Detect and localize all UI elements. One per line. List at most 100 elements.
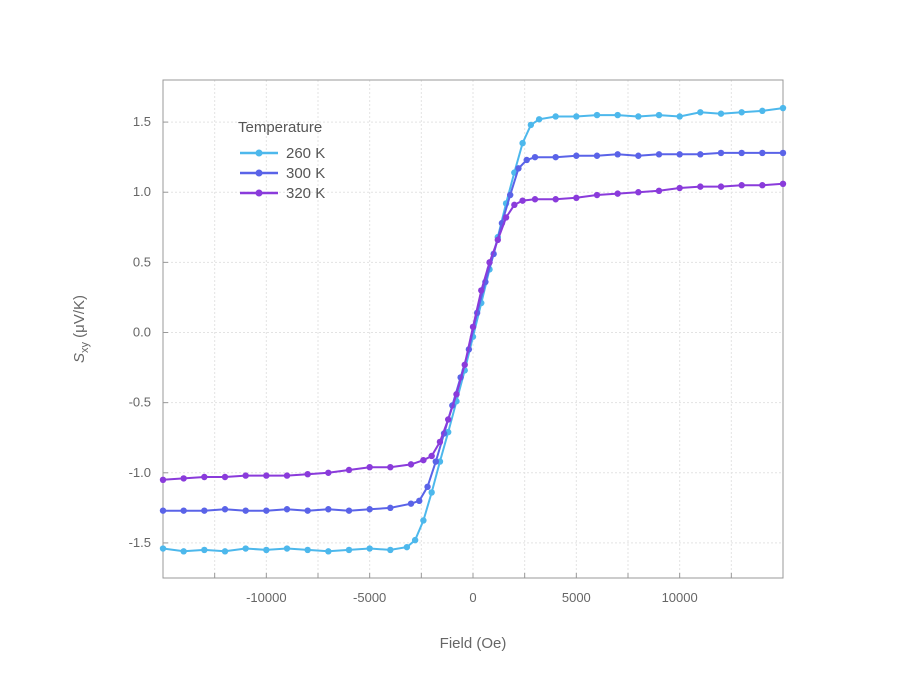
data-point xyxy=(738,109,745,116)
legend-swatch-marker xyxy=(255,189,263,197)
data-point xyxy=(469,323,477,331)
data-point xyxy=(697,151,704,158)
data-point xyxy=(159,545,167,552)
data-point xyxy=(523,156,530,164)
data-point xyxy=(436,438,444,446)
data-point xyxy=(779,149,787,157)
data-point xyxy=(366,463,373,471)
series-layer xyxy=(159,104,787,555)
data-point xyxy=(411,536,419,544)
data-point xyxy=(283,506,291,513)
y-tick-label: -1.5 xyxy=(129,535,151,550)
data-point xyxy=(738,149,745,157)
data-point xyxy=(263,546,270,554)
data-point xyxy=(738,182,745,189)
x-tick-label: 0 xyxy=(469,590,476,605)
data-point xyxy=(345,546,353,554)
data-point xyxy=(366,506,373,513)
data-point xyxy=(511,201,518,209)
data-point xyxy=(420,517,427,524)
data-point xyxy=(366,545,373,552)
data-point xyxy=(159,507,167,514)
y-tick-label: -0.5 xyxy=(129,395,151,410)
data-point xyxy=(387,546,394,554)
x-axis: -10000 -5000 0 5000 10000 xyxy=(214,573,732,605)
data-point xyxy=(655,151,663,158)
data-point xyxy=(403,543,411,551)
data-point xyxy=(717,183,725,190)
data-point xyxy=(263,507,270,514)
data-point xyxy=(428,452,435,460)
x-axis-label: Field (Oe) xyxy=(440,635,507,652)
data-point xyxy=(304,546,311,554)
data-point xyxy=(494,236,501,244)
legend-swatch-marker xyxy=(255,169,263,177)
legend-swatch-marker xyxy=(255,149,263,157)
data-point xyxy=(552,113,559,120)
y-tick-label: 1.0 xyxy=(133,184,151,199)
data-point xyxy=(221,506,229,513)
y-axis-label-unit: (μV/K) xyxy=(71,295,88,342)
x-tick-label: -5000 xyxy=(353,590,386,605)
data-point xyxy=(573,113,580,120)
data-point xyxy=(180,475,187,482)
data-point xyxy=(676,151,683,158)
data-point xyxy=(407,461,415,468)
data-point xyxy=(717,110,725,117)
legend-entry-label: 260 K xyxy=(286,145,325,162)
data-point xyxy=(325,506,332,513)
series-320k xyxy=(159,180,787,484)
data-point xyxy=(304,470,311,478)
x-tick-label: 5000 xyxy=(562,590,591,605)
data-point xyxy=(387,463,394,471)
y-tick-label: 1.5 xyxy=(133,114,151,129)
data-point xyxy=(573,194,580,202)
data-point xyxy=(486,259,493,266)
data-point xyxy=(424,483,431,491)
data-point xyxy=(635,113,642,120)
data-point xyxy=(593,111,601,119)
data-point xyxy=(573,152,580,159)
data-point xyxy=(325,548,332,555)
data-point xyxy=(432,458,439,465)
data-point xyxy=(221,548,229,555)
data-point xyxy=(635,152,642,159)
legend: Temperature 260 K 300 K 320 K xyxy=(238,119,325,202)
data-point xyxy=(201,546,208,554)
legend-title: Temperature xyxy=(238,119,322,136)
legend-entry-label: 300 K xyxy=(286,165,325,182)
data-point xyxy=(593,152,601,159)
data-point xyxy=(531,153,539,161)
y-axis: -1.5 -1.0 -0.5 0.0 0.5 1.0 1.5 xyxy=(129,114,168,550)
data-point xyxy=(242,507,249,514)
data-point xyxy=(507,191,514,199)
data-point xyxy=(283,472,291,479)
y-axis-label: Sxy (μV/K) xyxy=(71,295,91,363)
x-tick-label: -10000 xyxy=(246,590,286,605)
data-point xyxy=(697,183,704,190)
data-point xyxy=(759,182,766,189)
data-point xyxy=(428,489,435,496)
y-tick-label: 0.0 xyxy=(133,325,151,340)
data-point xyxy=(180,507,187,514)
data-point xyxy=(655,111,663,119)
data-point xyxy=(345,507,353,514)
data-point xyxy=(552,196,559,203)
y-axis-label-main: S xyxy=(71,353,88,363)
data-point xyxy=(552,153,559,161)
data-point xyxy=(519,197,526,204)
data-point xyxy=(461,361,468,368)
y-tick-label: 0.5 xyxy=(133,254,151,269)
data-point xyxy=(242,472,249,479)
data-point xyxy=(387,504,394,512)
data-point xyxy=(416,497,423,505)
data-point xyxy=(242,545,249,552)
data-point xyxy=(515,165,522,172)
data-point xyxy=(201,507,208,514)
data-point xyxy=(325,469,332,476)
data-point xyxy=(420,456,427,464)
data-point xyxy=(759,107,766,115)
data-point xyxy=(453,391,460,398)
y-tick-label: -1.0 xyxy=(129,465,151,480)
